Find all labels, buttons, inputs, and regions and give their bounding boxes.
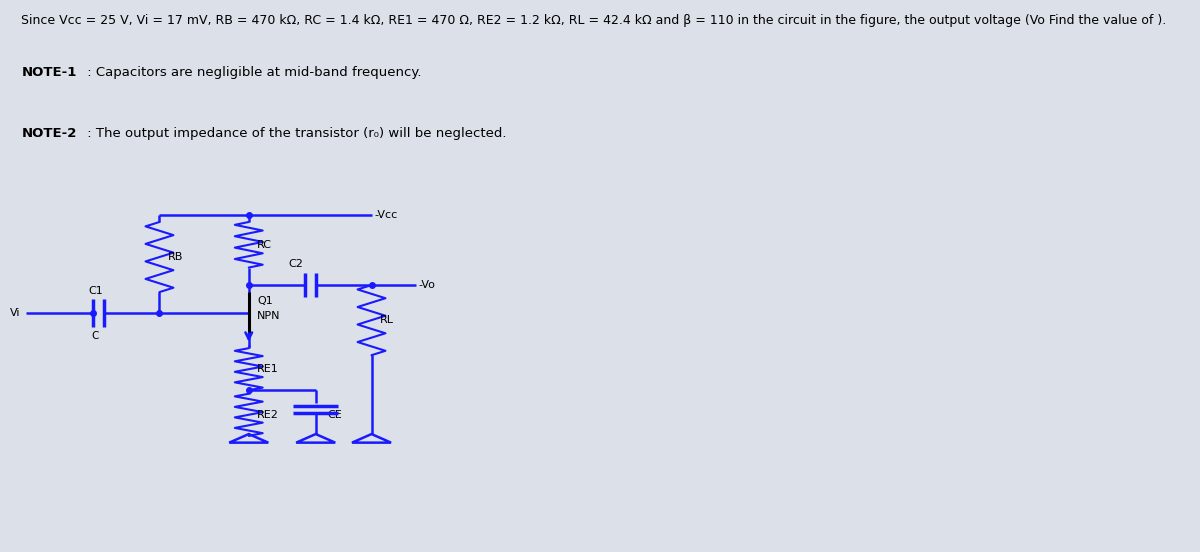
Text: Since Vcc = 25 V, Vi = 17 mV, RB = 470 kΩ, RC = 1.4 kΩ, RE1 = 470 Ω, RE2 = 1.2 k: Since Vcc = 25 V, Vi = 17 mV, RB = 470 k…: [22, 14, 1166, 27]
Text: Vi: Vi: [10, 308, 20, 318]
Text: C: C: [91, 331, 98, 341]
Text: RE2: RE2: [257, 410, 280, 420]
Text: -Vo: -Vo: [419, 280, 436, 290]
Text: NOTE-1: NOTE-1: [22, 66, 77, 79]
Text: C1: C1: [88, 285, 103, 296]
Text: RL: RL: [380, 315, 394, 325]
Text: RB: RB: [168, 252, 184, 262]
Text: -Vcc: -Vcc: [374, 210, 397, 220]
Text: : Capacitors are negligible at mid-band frequency.: : Capacitors are negligible at mid-band …: [83, 66, 421, 79]
Text: RE1: RE1: [257, 364, 278, 374]
Text: NPN: NPN: [257, 311, 281, 321]
Text: CE: CE: [326, 410, 342, 420]
Text: NOTE-2: NOTE-2: [22, 127, 77, 140]
Text: : The output impedance of the transistor (r₀) will be neglected.: : The output impedance of the transistor…: [83, 127, 506, 140]
Text: Q1: Q1: [257, 296, 272, 306]
Text: RC: RC: [257, 240, 272, 250]
Text: C2: C2: [289, 259, 304, 269]
